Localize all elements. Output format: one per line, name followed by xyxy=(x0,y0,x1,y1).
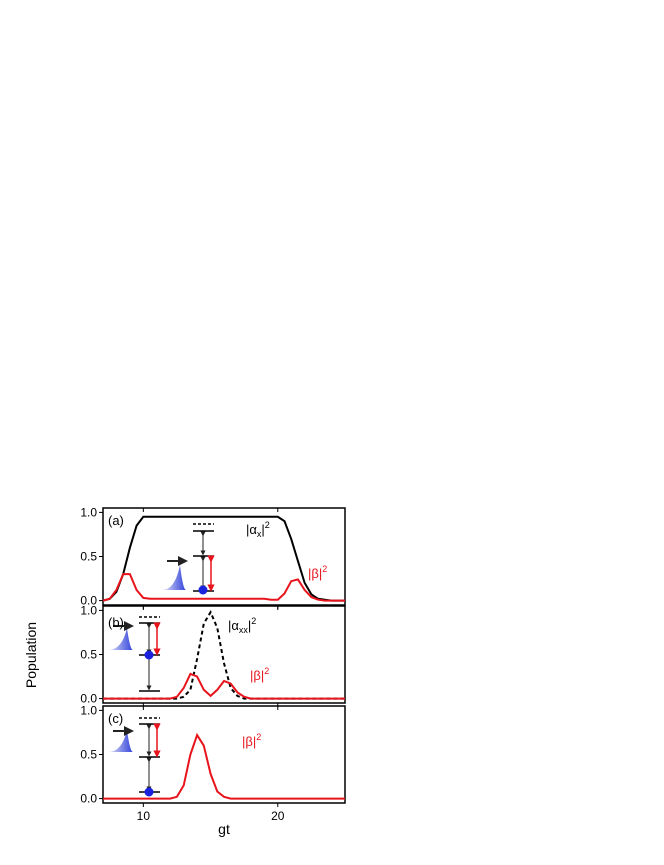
series-line xyxy=(103,609,345,700)
x-tick-label: 20 xyxy=(271,809,285,823)
series-line xyxy=(103,672,345,700)
annotation: |αxx|2 xyxy=(228,616,256,635)
annotation: |β|2 xyxy=(242,732,261,749)
y-tick-label: 0.0 xyxy=(80,692,97,706)
annotation: (c) xyxy=(108,711,123,726)
annotation-sub: xx xyxy=(239,625,249,635)
annotation-sub: x xyxy=(257,529,262,539)
series-line xyxy=(103,732,345,800)
annotation: (b) xyxy=(108,615,124,630)
annotation-text: (b) xyxy=(108,615,124,630)
series-line xyxy=(102,573,345,602)
annotation-text: |α xyxy=(228,618,239,633)
annotation: (a) xyxy=(108,513,124,528)
x-axis-label: gt xyxy=(218,821,230,837)
annotation: |β|2 xyxy=(250,666,269,683)
annotation-text: |β| xyxy=(250,668,264,683)
y-tick-label: 1.0 xyxy=(80,603,97,617)
annotation-sup: 2 xyxy=(264,666,269,676)
inset-a xyxy=(162,523,215,595)
inset-c xyxy=(108,717,161,797)
y-tick-label: 0.5 xyxy=(80,550,97,564)
annotation: |β|2 xyxy=(308,564,327,581)
annotation-text: (c) xyxy=(108,711,123,726)
annotation-text: |β| xyxy=(242,734,256,749)
annotation-sup: 2 xyxy=(256,732,261,742)
y-tick-label: 0.0 xyxy=(80,594,97,608)
y-tick-label: 1.0 xyxy=(80,505,97,519)
annotation-sup: 2 xyxy=(251,616,256,626)
x-tick-label: 10 xyxy=(137,809,151,823)
y-axis-label: Population xyxy=(23,622,39,688)
inset-b xyxy=(108,616,161,692)
panel-frame xyxy=(102,705,346,804)
y-tick-label: 0.0 xyxy=(80,792,97,806)
annotation-sup: 2 xyxy=(265,520,270,530)
annotation-text: |α xyxy=(246,522,257,537)
y-tick-label: 0.5 xyxy=(80,648,97,662)
series-line xyxy=(102,515,345,602)
annotation-tail: | xyxy=(261,522,264,537)
annotation-sup: 2 xyxy=(322,564,327,574)
annotation: |αx|2 xyxy=(246,520,270,539)
annotation-text: (a) xyxy=(108,513,124,528)
y-tick-label: 1.0 xyxy=(80,703,97,717)
y-tick-label: 0.5 xyxy=(80,748,97,762)
annotation-text: |β| xyxy=(308,566,322,581)
annotation-tail: | xyxy=(248,618,251,633)
